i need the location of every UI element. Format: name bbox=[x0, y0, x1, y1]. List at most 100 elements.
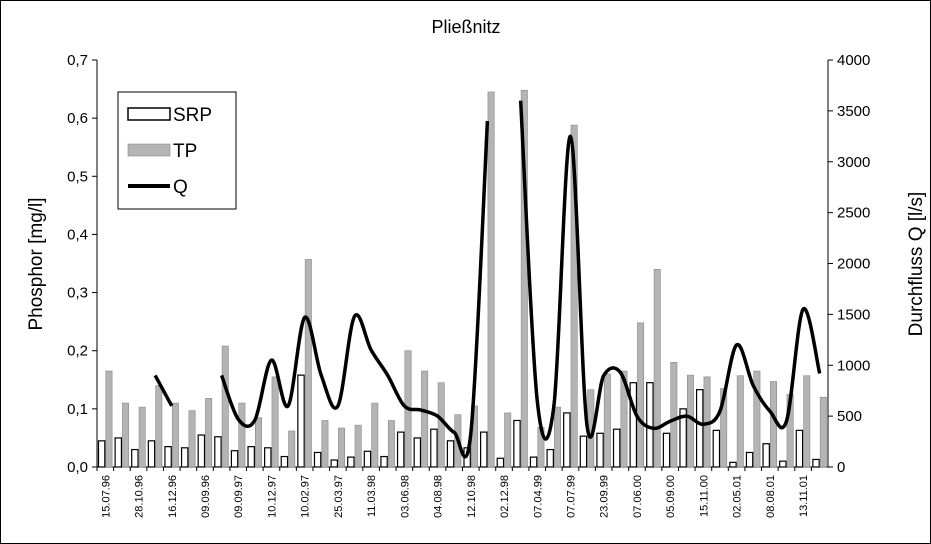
bar-srp bbox=[563, 412, 571, 468]
y2-tick-label: 3000 bbox=[837, 154, 870, 171]
bar-srp bbox=[729, 461, 737, 468]
bar-srp bbox=[330, 459, 338, 468]
bar-tp bbox=[653, 269, 661, 468]
legend-swatch bbox=[127, 107, 171, 121]
x-tick-label: 10.02.97 bbox=[300, 475, 312, 518]
bar-tp bbox=[221, 345, 229, 468]
bar-tp bbox=[155, 385, 163, 468]
bar-tp bbox=[720, 388, 728, 468]
bar-tp bbox=[238, 402, 246, 468]
bar-tp bbox=[620, 370, 628, 468]
bar-srp bbox=[180, 447, 189, 468]
bar-srp bbox=[762, 443, 770, 468]
bar-srp bbox=[396, 431, 405, 468]
bar-tp bbox=[387, 420, 395, 468]
bar-tp bbox=[686, 374, 694, 468]
bar-srp bbox=[347, 456, 355, 468]
x-tick-label: 02.12.98 bbox=[499, 475, 511, 518]
bar-srp bbox=[662, 432, 671, 468]
bar-tp bbox=[437, 382, 445, 468]
bar-tp bbox=[637, 322, 645, 468]
bar-srp bbox=[430, 428, 438, 468]
bar-tp bbox=[371, 402, 379, 468]
bar-srp bbox=[795, 429, 804, 468]
legend-swatch bbox=[127, 143, 171, 157]
bar-srp bbox=[812, 458, 820, 468]
bar-tp bbox=[770, 381, 777, 468]
bar-srp bbox=[264, 447, 272, 468]
x-tick-label: 07.04.99 bbox=[532, 475, 544, 518]
y-tick-label: 0,1 bbox=[67, 401, 88, 418]
bar-tp bbox=[670, 362, 678, 468]
bar-srp bbox=[629, 382, 638, 468]
bar-srp bbox=[480, 431, 488, 468]
legend-label: SRP bbox=[173, 105, 212, 126]
y2-tick-label: 1500 bbox=[837, 306, 870, 323]
x-tick-label: 04.08.98 bbox=[433, 475, 445, 518]
bar-tp bbox=[554, 406, 561, 468]
y-tick-label: 0,4 bbox=[67, 226, 88, 243]
bar-srp bbox=[247, 446, 255, 468]
bar-tp bbox=[122, 402, 130, 468]
x-tick-label: 12.10.98 bbox=[466, 475, 478, 518]
bar-tp bbox=[105, 370, 113, 468]
x-tick-label: 08.08.01 bbox=[765, 475, 777, 518]
bar-tp bbox=[753, 370, 761, 468]
x-tick-label: 11.03.98 bbox=[366, 475, 378, 517]
bar-tp bbox=[255, 417, 262, 468]
legend-label: Q bbox=[173, 177, 188, 198]
bar-srp bbox=[214, 436, 222, 468]
bar-tp bbox=[570, 124, 578, 468]
bar-tp bbox=[520, 89, 528, 468]
bar-srp bbox=[546, 448, 554, 468]
bar-tp bbox=[736, 375, 744, 468]
bar-srp bbox=[745, 451, 754, 468]
x-tick-label: 05.09.00 bbox=[665, 475, 677, 518]
bar-srp bbox=[164, 446, 172, 468]
bar-srp bbox=[679, 408, 687, 468]
bar-tp bbox=[421, 370, 429, 468]
bar-srp bbox=[612, 428, 621, 468]
bar-tp bbox=[205, 398, 213, 468]
y2-tick-label: 2500 bbox=[837, 205, 870, 222]
bar-tp bbox=[354, 424, 362, 468]
x-tick-label: 07.07.99 bbox=[565, 475, 577, 518]
bar-srp bbox=[313, 451, 322, 468]
x-tick-label: 28.10.96 bbox=[134, 475, 146, 518]
y2-tick-label: 4000 bbox=[837, 52, 870, 69]
bar-srp bbox=[114, 437, 123, 468]
y-tick-label: 0,6 bbox=[67, 110, 88, 127]
bar-srp bbox=[297, 374, 305, 468]
y-tick-label: 0,7 bbox=[67, 52, 88, 69]
bar-srp bbox=[446, 440, 455, 468]
x-tick-label: 15.11.00 bbox=[698, 475, 710, 517]
bar-srp bbox=[280, 455, 289, 468]
chart-title: Pließnitz bbox=[431, 17, 500, 37]
bar-tp bbox=[321, 420, 329, 468]
bar-tp bbox=[603, 373, 611, 468]
y2-axis-label: Durchfluss Q [l/s] bbox=[906, 192, 927, 337]
y-axis-label: Phosphor [mg/l] bbox=[26, 197, 47, 330]
bar-tp bbox=[504, 412, 512, 468]
y2-tick-label: 1000 bbox=[837, 357, 870, 374]
x-tick-label: 25.03.97 bbox=[333, 475, 345, 518]
bar-tp bbox=[138, 406, 146, 468]
bar-srp bbox=[131, 448, 139, 468]
y2-tick-label: 3500 bbox=[837, 103, 870, 120]
y2-tick-label: 500 bbox=[837, 408, 862, 425]
y-tick-label: 0,5 bbox=[67, 168, 88, 185]
bar-srp bbox=[529, 456, 538, 468]
y2-tick-label: 0 bbox=[837, 459, 845, 476]
q-line bbox=[153, 100, 822, 459]
x-tick-label: 07.06.00 bbox=[632, 475, 644, 518]
bar-srp bbox=[197, 434, 206, 468]
bar-tp bbox=[288, 430, 296, 468]
bar-srp bbox=[380, 455, 388, 468]
legend-label: TP bbox=[173, 141, 197, 162]
bar-tp bbox=[487, 91, 495, 468]
bar-srp bbox=[97, 440, 106, 468]
x-tick-label: 09.09.96 bbox=[200, 475, 212, 518]
bar-srp bbox=[147, 440, 156, 468]
bar-srp bbox=[579, 435, 588, 468]
x-tick-label: 09.09.97 bbox=[233, 475, 245, 518]
